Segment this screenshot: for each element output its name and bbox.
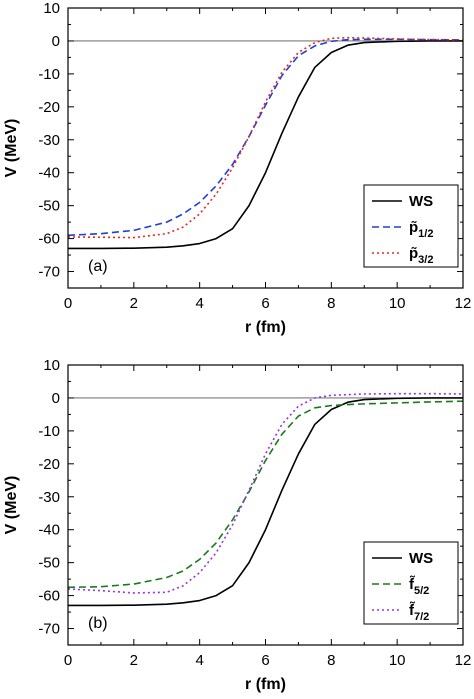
x-tick-label: 8 (327, 295, 335, 312)
x-tick-label: 6 (261, 295, 269, 312)
x-tick-label: 12 (455, 295, 472, 312)
y-tick-label: -20 (38, 99, 60, 116)
y-tick-label: -60 (38, 588, 60, 605)
legend-label: WS (409, 550, 433, 567)
chart-panel-0: 0 2 4 6 8 10 12 10 0 -10 -20 -30 -40 -50 -60 -70 r (fm) V… (3, 0, 471, 336)
legend-box (363, 541, 459, 625)
legend-label-subscript: 5/2 (414, 585, 429, 597)
series-line-0 (68, 397, 463, 607)
legend-label-main: p̃ (409, 219, 418, 236)
y-tick-label: -70 (38, 621, 60, 638)
series-line-2 (68, 392, 463, 594)
legend-label-main: f̃ (409, 601, 416, 619)
legend-box (363, 184, 459, 268)
legend-label-subscript: 1/2 (418, 228, 433, 240)
x-axis-label: r (fm) (245, 319, 286, 336)
y-tick-label: -50 (38, 198, 60, 215)
y-tick-label: -10 (38, 66, 60, 83)
legend-label-main: p̃ (409, 245, 418, 262)
legend-label-main: f̃ (409, 575, 416, 593)
x-tick-label: 10 (389, 295, 406, 312)
legend-label-main: WS (409, 193, 433, 210)
y-tick-label: 0 (52, 33, 60, 50)
y-axis-label: V (MeV) (3, 476, 20, 535)
panel-label: (a) (88, 258, 108, 275)
legend-label: p̃3/2 (409, 245, 433, 266)
x-tick-label: 10 (389, 652, 406, 669)
x-tick-label: 4 (195, 652, 203, 669)
y-tick-label: 10 (43, 0, 60, 17)
y-tick-label: -60 (38, 231, 60, 248)
legend-label-main: WS (409, 550, 433, 567)
x-tick-label: 4 (195, 295, 203, 312)
y-tick-label: -30 (38, 132, 60, 149)
x-tick-label: 2 (130, 652, 138, 669)
legend-label: WS (409, 193, 433, 210)
x-tick-label: 8 (327, 652, 335, 669)
legend-label-subscript: 7/2 (414, 611, 429, 623)
y-tick-label: 10 (43, 357, 60, 374)
x-tick-label: 12 (455, 652, 472, 669)
series-group-0 (68, 36, 463, 250)
legend-label: f̃7/2 (409, 601, 429, 623)
x-tick-label: 6 (261, 652, 269, 669)
x-axis-label: r (fm) (245, 676, 286, 693)
y-axis-label: V (MeV) (3, 119, 20, 178)
legend-label: p̃1/2 (409, 219, 433, 240)
y-tick-label: -40 (38, 522, 60, 539)
legend-label: f̃5/2 (409, 575, 429, 597)
series-line-1 (68, 38, 463, 237)
chart-panel-1: 0 2 4 6 8 10 12 10 0 -10 -20 -30 -40 -50 -60 -70 r (fm) V… (3, 357, 471, 693)
y-tick-label: -10 (38, 423, 60, 440)
y-tick-label: -20 (38, 456, 60, 473)
y-tick-label: -70 (38, 264, 60, 281)
panel-label: (b) (88, 615, 108, 632)
y-tick-label: -50 (38, 555, 60, 572)
x-tick-label: 2 (130, 295, 138, 312)
y-tick-label: -30 (38, 489, 60, 506)
series-group-1 (68, 392, 463, 607)
x-tick-label: 0 (64, 652, 72, 669)
y-tick-label: -40 (38, 165, 60, 182)
series-line-1 (68, 400, 463, 589)
series-line-0 (68, 40, 463, 250)
y-tick-label: 0 (52, 390, 60, 407)
legend-label-subscript: 3/2 (418, 254, 433, 266)
x-tick-label: 0 (64, 295, 72, 312)
